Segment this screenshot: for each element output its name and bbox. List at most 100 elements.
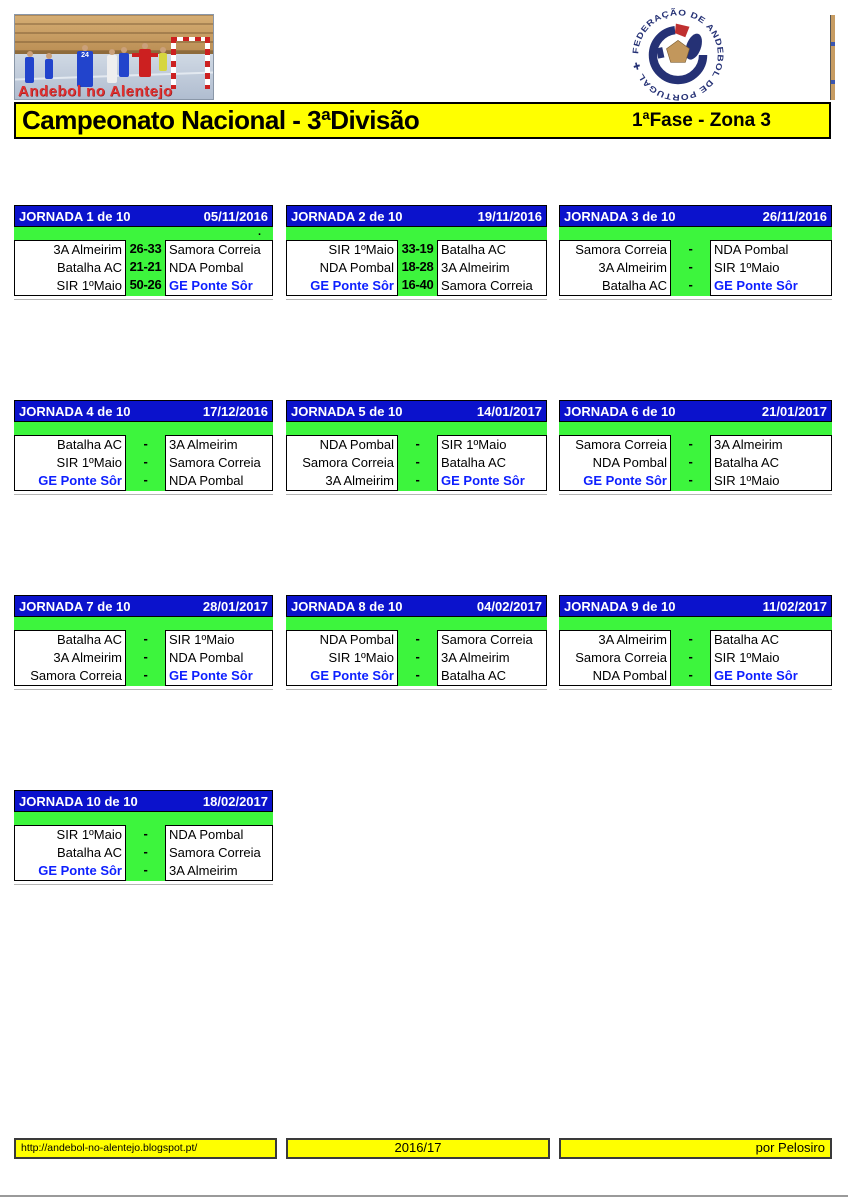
jornada-fixtures: SIR 1ºMaio Batalha AC GE Ponte Sôr - - - NDA… xyxy=(14,825,273,885)
player-blue xyxy=(25,51,34,83)
home-teams-box: Samora Correia NDA Pombal GE Ponte Sôr xyxy=(559,435,671,491)
goal-post xyxy=(205,37,210,89)
jornada-fixtures: Samora Correia 3A Almeirim Batalha AC - -- … xyxy=(559,240,832,300)
jornada-header: JORNADA 8 de 10 04/02/2017 xyxy=(286,595,547,617)
away-team-name: SIR 1ºMaio xyxy=(714,650,780,665)
championship-banner: Campeonato Nacional - 3ªDivisão 1ªFase -… xyxy=(14,102,831,139)
home-team-name: GE Ponte Sôr xyxy=(38,863,122,878)
match-score: - xyxy=(688,472,693,487)
footer-season-box: 2016/17 xyxy=(286,1138,550,1159)
logo-blue-patch xyxy=(656,47,665,59)
jornada-block: JORNADA 9 de 10 11/02/2017 3A Almeirim Sa… xyxy=(559,595,832,690)
match-score: - xyxy=(688,649,693,664)
home-team-name: Samora Correia xyxy=(575,242,667,257)
jornada-fixtures: Samora Correia NDA Pombal GE Ponte Sôr ---… xyxy=(559,435,832,495)
page-bottom-border xyxy=(0,1195,848,1197)
away-team-name: Batalha AC xyxy=(714,632,780,647)
jornada-date: 14/01/2017 xyxy=(476,403,542,419)
away-team-name: 3A Almeirim xyxy=(169,437,238,452)
home-team-name: Batalha AC xyxy=(56,260,122,275)
away-teams-box: SIR 1ºMaio Batalha AC GE Ponte Sôr xyxy=(437,435,547,491)
match-score: 21-21 xyxy=(129,259,162,274)
match-score: - xyxy=(143,649,148,664)
jornada-underline xyxy=(559,299,832,300)
match-score: 26-33 xyxy=(129,241,162,256)
home-team-name: NDA Pombal xyxy=(319,632,394,647)
jornada-title: JORNADA 1 de 10 xyxy=(19,208,131,224)
scores-column: - - - xyxy=(671,630,710,686)
blog-header-photo: 24 Andebol no Alentejo xyxy=(14,14,214,100)
jornada-block: JORNADA 1 de 10 05/11/2016 . 3A Almeirim… xyxy=(14,205,273,300)
player-blue xyxy=(45,53,53,79)
jornada-underline xyxy=(286,299,547,300)
home-team-name: Samora Correia xyxy=(30,668,122,683)
home-team-name: SIR 1ºMaio xyxy=(56,455,122,470)
jornada-underline xyxy=(14,689,273,690)
away-team-name: 3A Almeirim xyxy=(714,437,783,452)
match-score: 50-26 xyxy=(129,277,162,292)
away-team-name: SIR 1ºMaio xyxy=(169,632,235,647)
away-team-name: NDA Pombal xyxy=(169,827,244,842)
away-team-name: Batalha AC xyxy=(441,242,507,257)
home-team-name: 3A Almeirim xyxy=(598,260,667,275)
jornada-date: 04/02/2017 xyxy=(476,598,542,614)
jornada-underline xyxy=(286,689,547,690)
photo-edge-sliver xyxy=(830,15,835,100)
home-team-name: Samora Correia xyxy=(575,650,667,665)
away-team-name: 3A Almeirim xyxy=(441,260,510,275)
match-score: - xyxy=(688,454,693,469)
jornada-date: 05/11/2016 xyxy=(203,208,268,224)
match-score: - xyxy=(143,631,148,646)
home-team-name: Batalha AC xyxy=(601,278,667,293)
jornada-block: JORNADA 6 de 10 21/01/2017 Samora Correi… xyxy=(559,400,832,495)
match-score: - xyxy=(143,667,148,682)
away-team-name: SIR 1ºMaio xyxy=(714,473,780,488)
match-score: - xyxy=(415,667,420,682)
blog-url-link[interactable]: http://andebol-no-alentejo.blogspot.pt/ xyxy=(21,1142,198,1154)
match-score: - xyxy=(143,862,148,877)
jornada-title: JORNADA 2 de 10 xyxy=(291,208,403,224)
scores-column: - - - xyxy=(671,240,710,296)
match-score: - xyxy=(415,631,420,646)
jornada-title: JORNADA 10 de 10 xyxy=(19,793,138,809)
jornadas-grid: JORNADA 1 de 10 05/11/2016 . 3A Almeirim… xyxy=(14,205,832,885)
jornada-block: JORNADA 5 de 10 14/01/2017 NDA Pombal Sam… xyxy=(286,400,547,495)
jornada-underline xyxy=(14,884,273,885)
jornada-title: JORNADA 9 de 10 xyxy=(564,598,676,614)
home-teams-box: 3A Almeirim Batalha AC SIR 1ºMaio xyxy=(14,240,126,296)
goal-post xyxy=(171,37,176,89)
jornada-band xyxy=(14,812,273,825)
footer-credit-box: por Pelosiro xyxy=(559,1138,832,1159)
jornada-fixtures: Batalha AC SIR 1ºMaio GE Ponte Sôr - - - 3A … xyxy=(14,435,273,495)
match-score: - xyxy=(688,241,693,256)
away-teams-box: 3A Almeirim Samora Correia NDA Pombal xyxy=(165,435,273,491)
home-team-name: Batalha AC xyxy=(56,845,122,860)
jornada-date: 11/02/2017 xyxy=(762,598,827,614)
jornada-fixtures: 3A Almeirim Batalha AC SIR 1ºMaio 26-33 21-… xyxy=(14,240,273,300)
away-team-name: 3A Almeirim xyxy=(169,863,238,878)
logo-swoosh xyxy=(648,25,708,85)
jornada-block: JORNADA 3 de 10 26/11/2016 Samora Correi… xyxy=(559,205,832,300)
home-team-name: Samora Correia xyxy=(575,437,667,452)
away-team-name: NDA Pombal xyxy=(169,260,244,275)
away-team-name: Samora Correia xyxy=(169,242,261,257)
home-team-name: 3A Almeirim xyxy=(325,473,394,488)
jornada-fixtures: NDA Pombal SIR 1ºMaio GE Ponte Sôr - - - Sam… xyxy=(286,630,547,690)
away-teams-box: 3A Almeirim Batalha AC SIR 1ºMaio xyxy=(710,435,832,491)
away-teams-box: Batalha AC 3A Almeirim Samora Correia xyxy=(437,240,547,296)
jornada-date: 19/11/2016 xyxy=(477,208,542,224)
match-score: - xyxy=(143,454,148,469)
scores-column: - - - xyxy=(126,630,165,686)
home-teams-box: NDA Pombal SIR 1ºMaio GE Ponte Sôr xyxy=(286,630,398,686)
jornada-underline xyxy=(559,689,832,690)
page-title: Campeonato Nacional - 3ªDivisão xyxy=(22,105,420,135)
player-blue-24: 24 xyxy=(77,45,93,87)
jornada-underline xyxy=(14,494,273,495)
jornada-block: JORNADA 2 de 10 19/11/2016 SIR 1ºMaio NDA… xyxy=(286,205,547,300)
jornada-date: 18/02/2017 xyxy=(202,793,268,809)
match-score: - xyxy=(415,454,420,469)
jornada-header: JORNADA 10 de 10 18/02/2017 xyxy=(14,790,273,812)
away-team-name: Samora Correia xyxy=(169,455,261,470)
match-score: - xyxy=(143,844,148,859)
home-team-name: 3A Almeirim xyxy=(53,242,122,257)
